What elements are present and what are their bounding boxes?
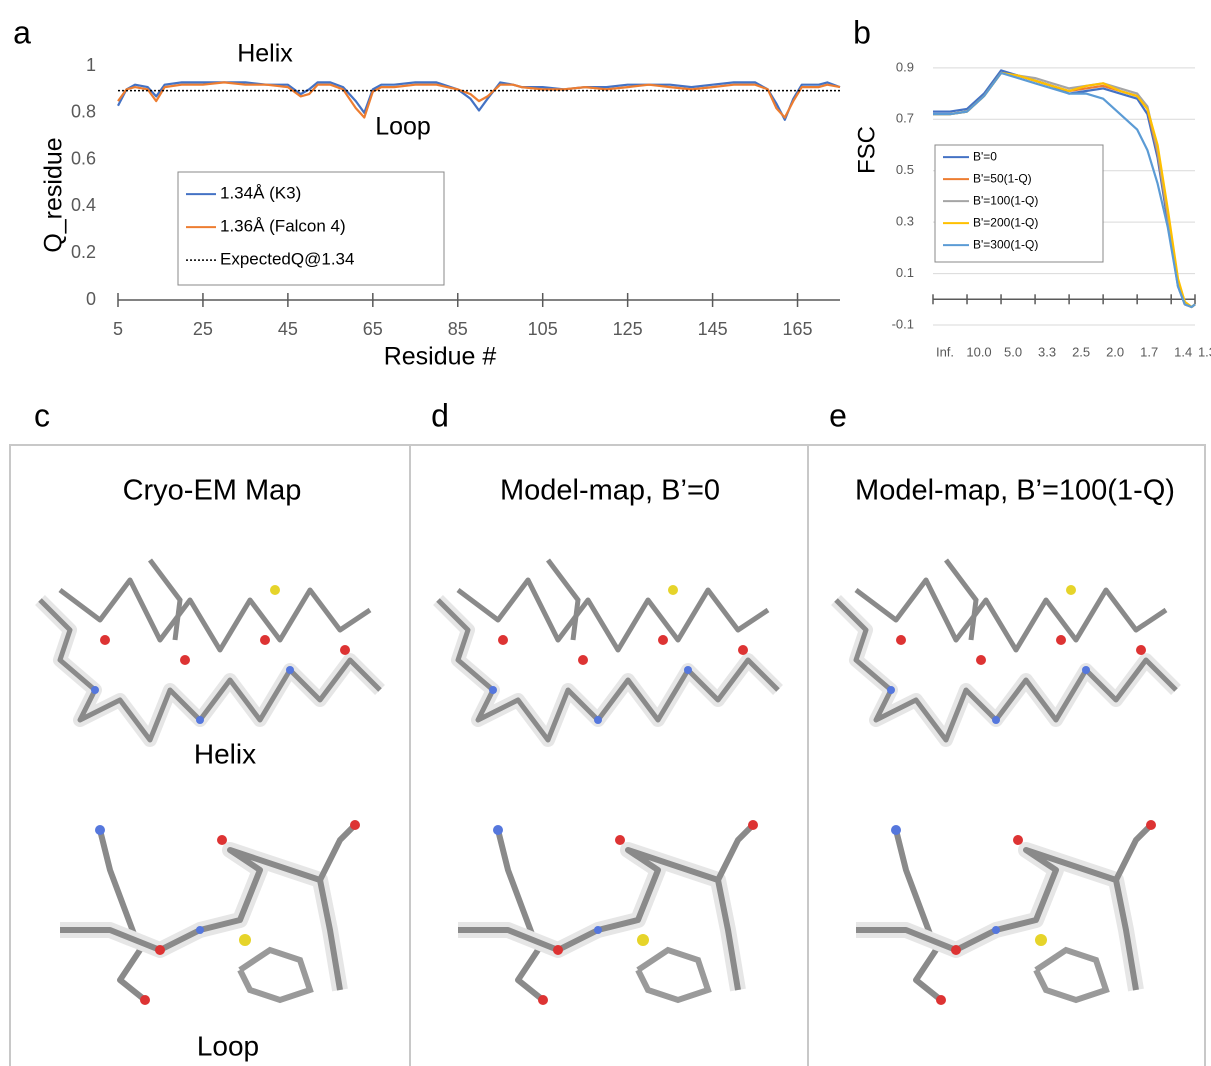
x-tick-label: 5.0 — [1004, 344, 1022, 359]
panel-caption: Loop — [197, 1030, 259, 1061]
annotation: Helix — [237, 40, 293, 68]
x-tick-label: 2.0 — [1106, 344, 1124, 359]
y-tick-label: 0.2 — [71, 242, 96, 262]
y-tick-label: 0.8 — [71, 102, 96, 122]
panel-label: a — [13, 14, 31, 50]
x-tick-label: Inf. — [936, 344, 954, 359]
x-tick-label: 5 — [113, 319, 123, 339]
y-tick-label: 0.6 — [71, 148, 96, 168]
legend-label: B'=50(1-Q) — [973, 171, 1032, 185]
x-tick-label: 165 — [783, 319, 813, 339]
legend-label: 1.34Å (K3) — [220, 184, 301, 203]
legend-box — [177, 171, 445, 286]
series-line — [933, 71, 1196, 309]
x-tick-label: 105 — [528, 319, 558, 339]
y-axis-label: Q_residue — [40, 137, 68, 252]
x-tick-label: 85 — [448, 319, 468, 339]
legend-label: B'=300(1-Q) — [973, 237, 1038, 251]
x-tick-label: 125 — [613, 319, 643, 339]
x-tick-label: 145 — [698, 319, 728, 339]
panel-title: Cryo-EM Map — [123, 475, 302, 507]
x-tick-label: 1.4 — [1174, 344, 1192, 359]
panel-label: b — [853, 14, 871, 50]
y-axis-label: FSC — [853, 126, 880, 174]
panel-title: Model-map, B’=0 — [500, 475, 720, 507]
legend-label: B'=0 — [973, 149, 997, 163]
y-tick-label: 0.7 — [896, 111, 914, 126]
molecule-e — [836, 560, 1176, 1005]
legend-label: 1.36Å (Falcon 4) — [220, 217, 346, 236]
series-line — [117, 81, 841, 119]
panel-frame — [9, 444, 1206, 1066]
y-tick-label: 0 — [86, 289, 96, 309]
panel-caption: Helix — [194, 738, 256, 769]
panel-label: d — [431, 397, 449, 433]
x-tick-label: 10.0 — [966, 344, 991, 359]
legend-box — [934, 144, 1104, 263]
x-tick-label: 25 — [193, 319, 213, 339]
y-tick-label: 0.5 — [896, 162, 914, 177]
x-tick-label: 45 — [278, 319, 298, 339]
x-tick-label: 2.5 — [1072, 344, 1090, 359]
legend-label: B'=200(1-Q) — [973, 215, 1038, 229]
x-tick-label: 65 — [363, 319, 383, 339]
legend-label: B'=100(1-Q) — [973, 193, 1038, 207]
panel-label: c — [34, 397, 50, 433]
x-axis-label: Residue # — [384, 343, 497, 371]
y-tick-label: -0.1 — [892, 316, 914, 331]
panel-label: e — [829, 397, 847, 433]
annotation: Loop — [375, 113, 431, 141]
y-tick-label: 1 — [86, 55, 96, 75]
molecule-c — [40, 560, 380, 1005]
panel-title: Model-map, B’=100(1-Q) — [855, 475, 1175, 507]
x-tick-label: 1.7 — [1140, 344, 1158, 359]
y-tick-label: 0.4 — [71, 195, 96, 215]
x-tick-label: 1.3 — [1198, 344, 1211, 359]
y-tick-label: 0.1 — [896, 265, 914, 280]
y-tick-label: 0.9 — [896, 59, 914, 74]
y-tick-label: 0.3 — [896, 214, 914, 229]
legend-label: ExpectedQ@1.34 — [220, 250, 354, 269]
x-tick-label: 3.3 — [1038, 344, 1056, 359]
molecule-d — [438, 560, 778, 1005]
